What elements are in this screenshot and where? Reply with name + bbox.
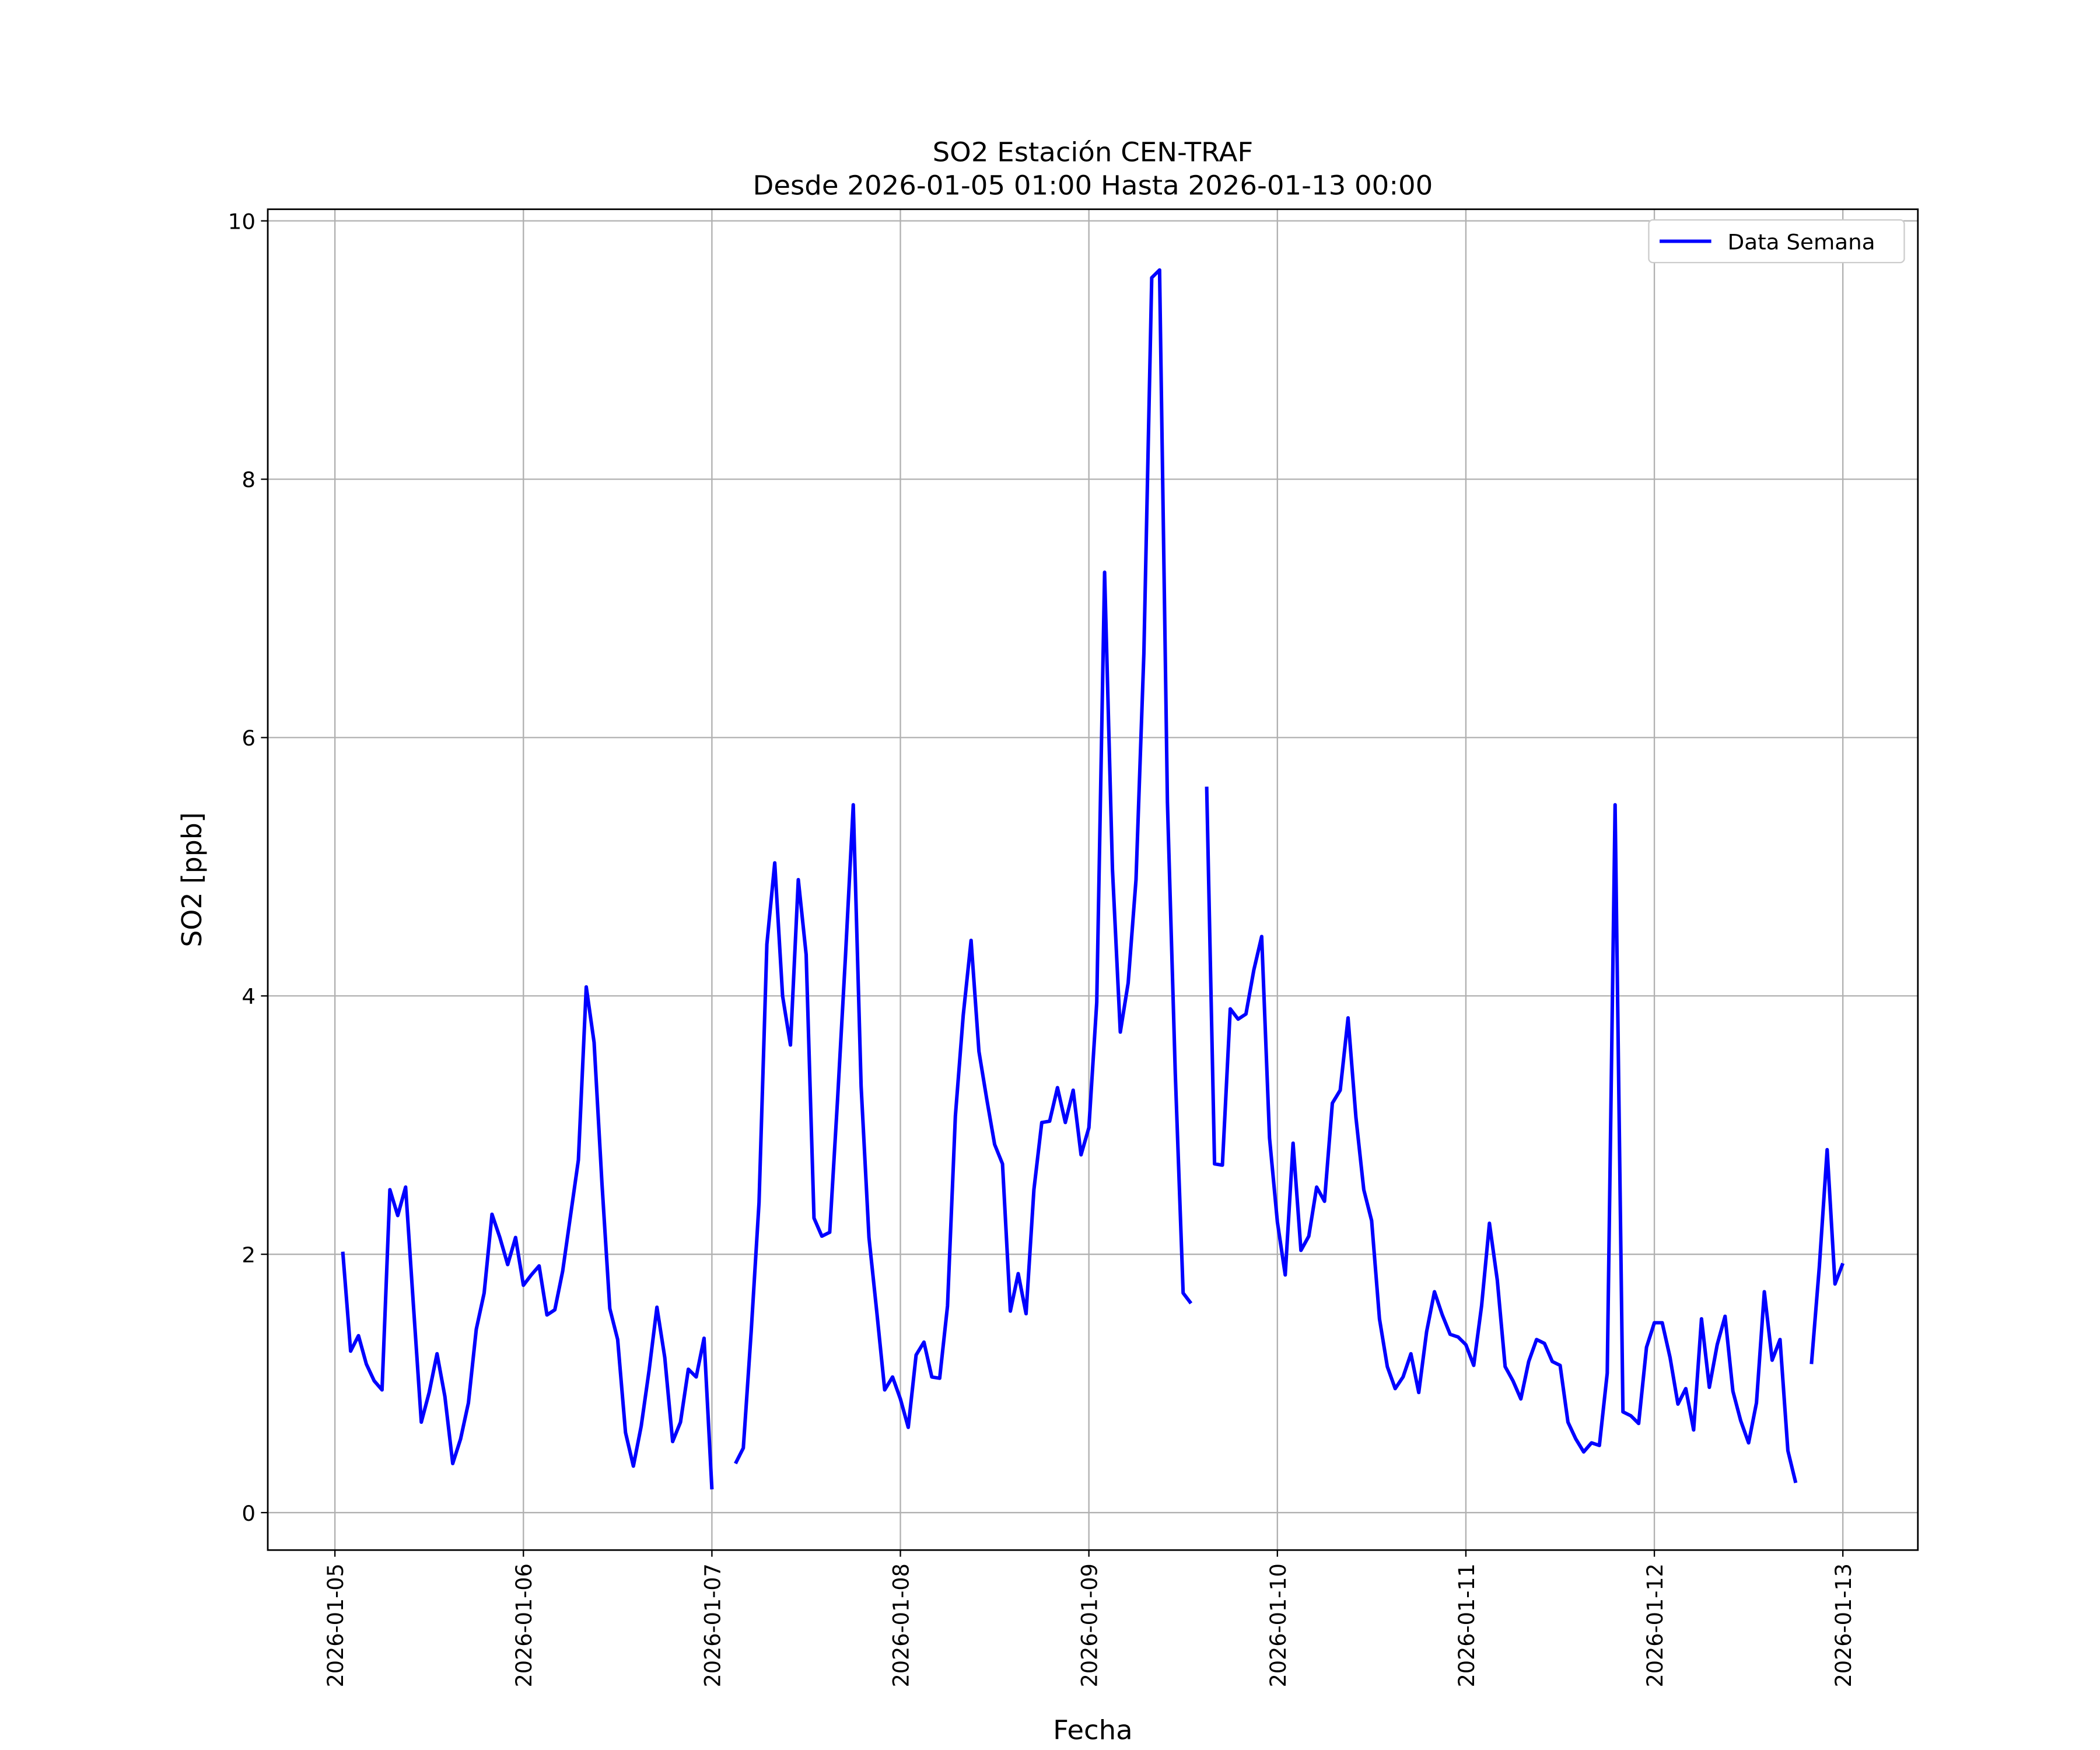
y-tick-label: 4 [242,984,256,1009]
legend-label: Data Semana [1728,230,1875,255]
x-tick-label: 2026-01-06 [512,1563,537,1687]
x-axis-label: Fecha [1053,1714,1133,1745]
legend-box [1648,219,1905,264]
x-tick-label: 2026-01-09 [1077,1563,1102,1687]
x-tick-label: 2026-01-11 [1454,1563,1479,1687]
y-tick-label: 8 [242,468,256,493]
data-line [341,268,1845,1490]
x-tick-label: 2026-01-08 [888,1563,914,1687]
x-tick-label: 2026-01-10 [1265,1563,1290,1687]
y-axis-label: SO2 [ppb] [176,812,208,947]
legend: Data Semana [1648,219,1905,264]
chart-subtitle: Desde 2026-01-05 01:00 Hasta 2026-01-13 … [752,170,1433,201]
x-tick-label: 2026-01-12 [1643,1563,1668,1687]
y-tick-label: 10 [228,209,256,235]
axes-frame [267,208,1919,1551]
x-tick-label: 2026-01-05 [323,1563,348,1687]
x-tick-label: 2026-01-07 [700,1563,725,1687]
y-tick-label: 6 [242,726,256,751]
x-tick-label: 2026-01-13 [1831,1563,1856,1687]
y-tick-label: 2 [242,1242,256,1268]
chart-title: SO2 Estación CEN-TRAF [933,136,1254,167]
y-tick-label: 0 [242,1501,256,1526]
